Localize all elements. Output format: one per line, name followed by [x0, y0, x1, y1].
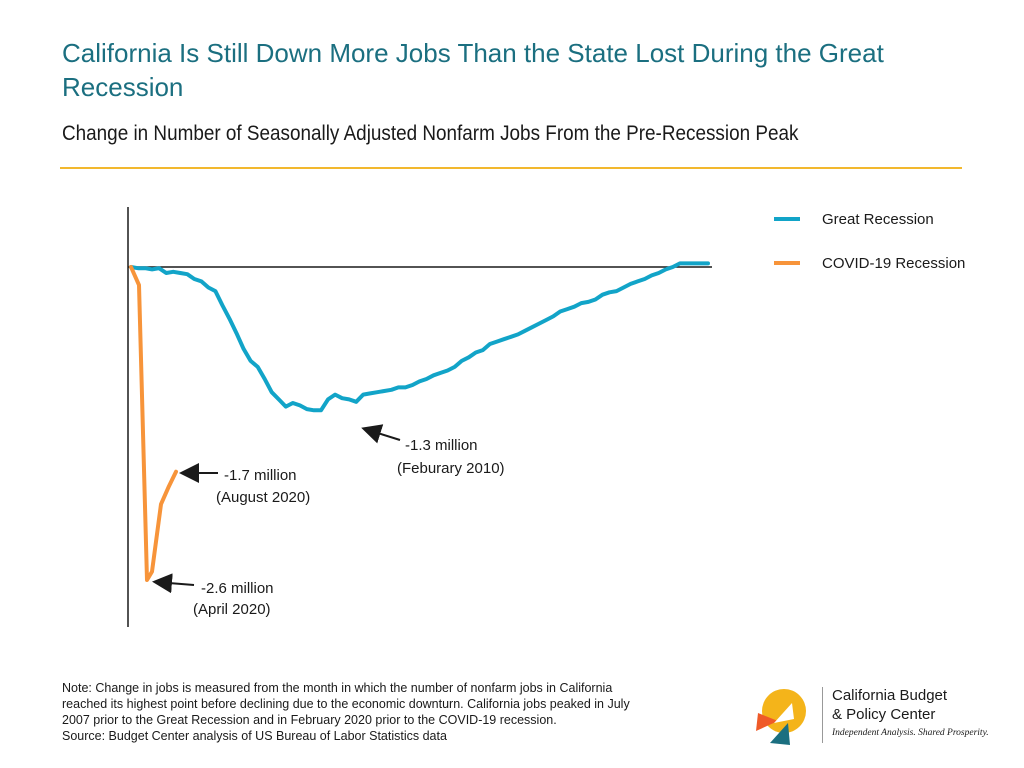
- legend-item-covid-recession: COVID-19 Recession: [774, 252, 965, 274]
- annotation-value: -1.7 million: [224, 467, 297, 484]
- annotation-value: -1.3 million: [405, 437, 478, 454]
- note-line: Note: Change in jobs is measured from th…: [62, 681, 613, 695]
- brand-logo[interactable]: California Budget & Policy Center Indepe…: [748, 683, 1008, 747]
- annotation-date: (April 2020): [193, 601, 271, 618]
- chart-note: Note: Change in jobs is measured from th…: [62, 680, 742, 744]
- annotation-arrow: [152, 573, 195, 594]
- note-line: reached its highest point before declini…: [62, 697, 630, 711]
- brand-name-line1: California Budget: [832, 687, 948, 704]
- note-line: 2007 prior to the Great Recession and in…: [62, 713, 557, 727]
- chart-subtitle: Change in Number of Seasonally Adjusted …: [62, 122, 799, 145]
- legend-swatch-covid-recession: [774, 261, 800, 265]
- source-line: Source: Budget Center analysis of US Bur…: [62, 729, 447, 743]
- annotation-date: (August 2020): [216, 489, 310, 506]
- annotation-value: -2.6 million: [201, 580, 274, 597]
- annotation-arrow: [361, 424, 401, 444]
- legend-swatch-great-recession: [774, 217, 800, 221]
- chart-title: California Is Still Down More Jobs Than …: [62, 38, 884, 102]
- brand-divider: [822, 687, 823, 743]
- legend-label-great-recession: Great Recession: [822, 210, 934, 228]
- logo-mark-icon: [756, 689, 806, 745]
- brand-name-line2: & Policy Center: [832, 706, 936, 723]
- annotation-date: (Feburary 2010): [397, 460, 505, 477]
- brand-tagline: Independent Analysis. Shared Prosperity.: [832, 728, 989, 738]
- series-line-covid-recession: [129, 265, 178, 582]
- legend-item-great-recession: Great Recession: [774, 208, 934, 230]
- legend-label-covid-recession: COVID-19 Recession: [822, 254, 966, 272]
- title-divider: [60, 167, 962, 169]
- series-line-great-recession: [129, 261, 710, 413]
